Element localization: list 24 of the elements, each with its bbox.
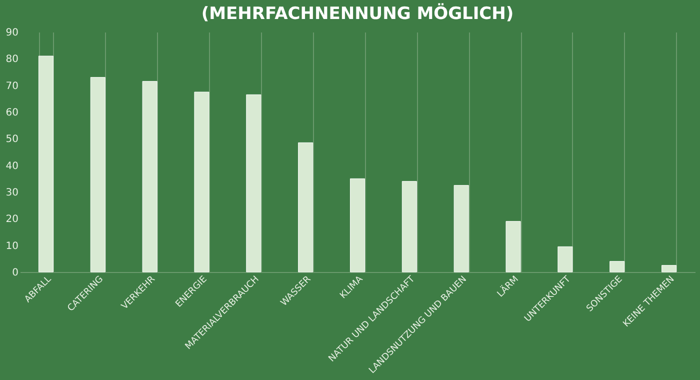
y-tick-label: 80 [6, 54, 18, 66]
bar [350, 178, 366, 272]
bar [402, 181, 417, 272]
y-tick-label: 50 [6, 134, 18, 146]
bar [142, 81, 158, 272]
y-tick-label: 30 [6, 188, 18, 198]
bar [298, 142, 314, 272]
y-tick-label: 20 [6, 214, 18, 226]
bar [558, 246, 573, 272]
chart-title: (MEHRFACHNENNUNG MÖGLICH) [201, 3, 514, 24]
bar [662, 265, 677, 272]
bar [454, 185, 469, 272]
bar [38, 56, 54, 272]
bar [610, 261, 625, 272]
y-tick-label: 60 [6, 108, 18, 118]
bar [506, 221, 521, 272]
y-tick-label: 0 [12, 268, 18, 278]
y-tick-label: 40 [6, 160, 18, 172]
y-tick-label: 90 [6, 28, 18, 38]
y-tick-label: 10 [6, 240, 18, 252]
bar [246, 94, 262, 272]
bar [90, 77, 106, 272]
bar [194, 92, 210, 272]
y-tick-label: 70 [6, 80, 18, 92]
